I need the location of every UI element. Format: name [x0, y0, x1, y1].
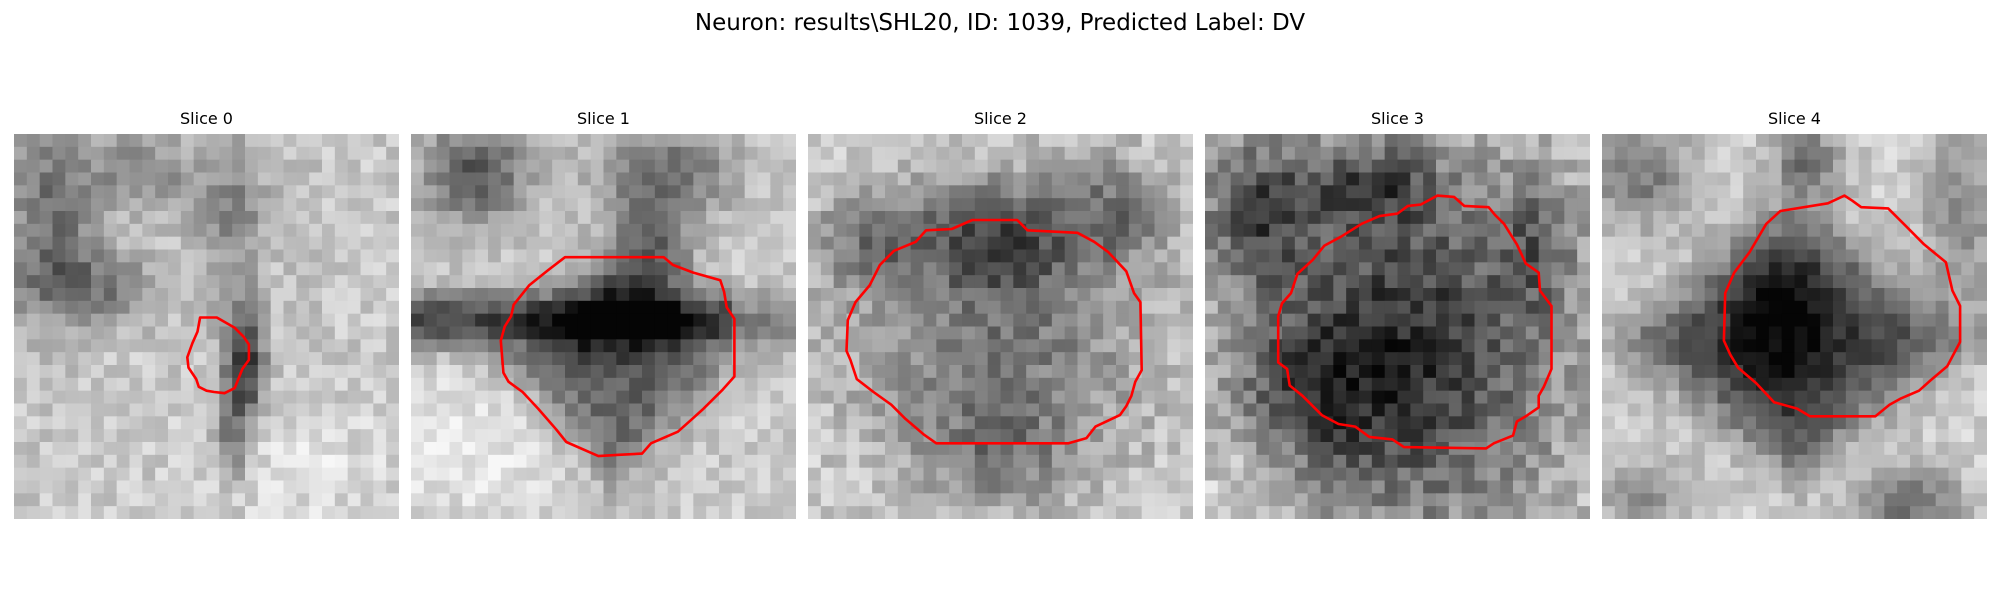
- slice-title: Slice 1: [577, 109, 630, 128]
- slice-image-0: [14, 134, 399, 519]
- slice-title: Slice 4: [1768, 109, 1821, 128]
- segmentation-contour: [186, 316, 251, 395]
- slice-image-4: [1602, 134, 1987, 519]
- segmentation-contour: [845, 218, 1144, 445]
- figure-title: Neuron: results\SHL20, ID: 1039, Predict…: [694, 10, 1306, 36]
- segmentation-contour: [1276, 194, 1553, 450]
- slice-image-1: [411, 134, 796, 519]
- slice-title: Slice 2: [974, 109, 1027, 128]
- slice-title: Slice 3: [1371, 109, 1424, 128]
- slice-image-3: [1205, 134, 1590, 519]
- segmentation-contour: [1722, 194, 1962, 418]
- slice-image-2: [808, 134, 1193, 519]
- segmentation-contour: [499, 255, 736, 458]
- slice-title: Slice 0: [180, 109, 233, 128]
